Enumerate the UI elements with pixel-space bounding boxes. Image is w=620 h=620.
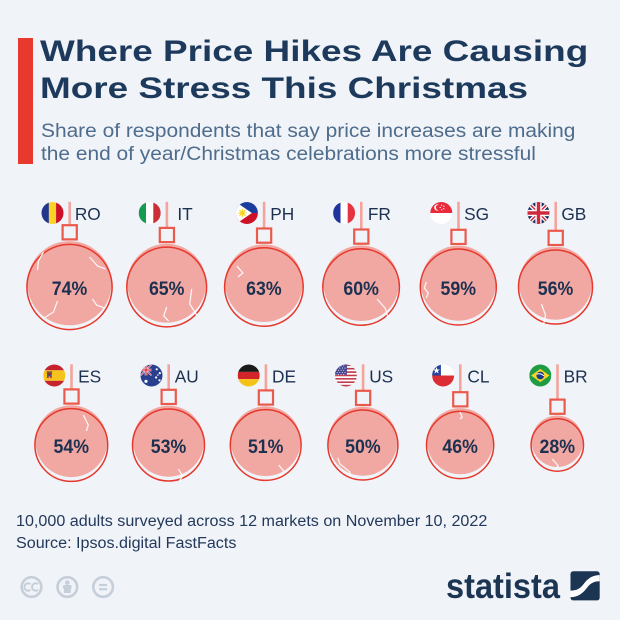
svg-text:BR: BR xyxy=(564,366,588,386)
svg-text:74%: 74% xyxy=(52,278,88,300)
svg-text:US: US xyxy=(369,366,393,386)
svg-text:SG: SG xyxy=(464,204,489,224)
svg-text:DE: DE xyxy=(272,366,296,386)
svg-text:59%: 59% xyxy=(441,278,477,300)
svg-text:AU: AU xyxy=(175,366,199,386)
svg-text:53%: 53% xyxy=(151,436,187,458)
svg-text:56%: 56% xyxy=(538,278,574,300)
svg-text:GB: GB xyxy=(561,204,586,224)
svg-text:63%: 63% xyxy=(246,278,282,300)
svg-text:60%: 60% xyxy=(343,278,379,300)
svg-text:RO: RO xyxy=(75,204,101,224)
svg-text:46%: 46% xyxy=(442,436,478,458)
svg-text:FR: FR xyxy=(368,204,391,224)
svg-text:IT: IT xyxy=(177,204,193,224)
svg-text:CL: CL xyxy=(467,366,489,386)
svg-text:ES: ES xyxy=(78,366,101,386)
svg-text:54%: 54% xyxy=(54,436,90,458)
svg-text:28%: 28% xyxy=(540,436,576,458)
svg-text:50%: 50% xyxy=(345,436,381,458)
svg-text:65%: 65% xyxy=(149,278,185,300)
svg-text:PH: PH xyxy=(270,204,294,224)
svg-text:51%: 51% xyxy=(248,436,284,458)
